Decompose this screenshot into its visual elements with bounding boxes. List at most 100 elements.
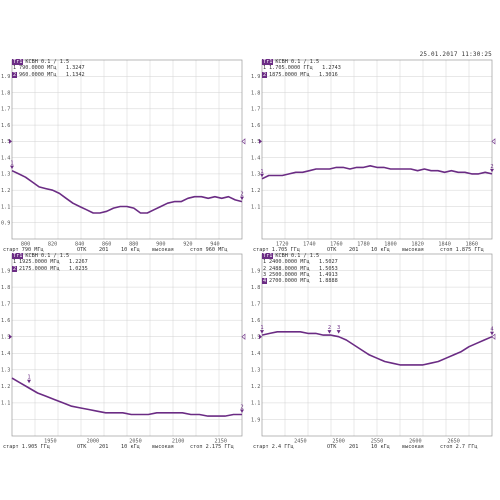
trace-tag[interactable]: Tr1	[262, 59, 274, 66]
y-tick-label: 1.2	[1, 384, 10, 390]
marker-value: 2488.0000 МГц 1.5053	[269, 265, 338, 272]
marker-id[interactable]: 1	[262, 259, 267, 266]
y-tick-label: 1.6	[1, 123, 10, 129]
panel-top-right[interactable]: 1.9 1.8 1.7 1.6 1.5 1.4 1.3 1.2 1.1 1720 1740 1760 1…	[250, 58, 500, 255]
trace-tag[interactable]: Tr1	[12, 253, 24, 260]
x-tick-label: 1820	[411, 242, 424, 248]
sweep-mode[interactable]: ОТК	[327, 444, 337, 450]
sweep-stop[interactable]: стоп 2.175 ГГц	[190, 444, 234, 450]
marker-id[interactable]: 2	[262, 265, 267, 272]
marker-icon[interactable]	[240, 196, 244, 201]
marker-icon[interactable]	[260, 330, 264, 334]
marker-id[interactable]: 1	[12, 259, 17, 266]
datetime-stamp: 25.01.2017 11:30:25	[419, 51, 492, 58]
plot-area[interactable]: 1.9 1.8 1.7 1.6 1.5 1.4 1.3 1.2 1.1 1950 2000 2050 2…	[0, 252, 250, 452]
sweep-points[interactable]: 201	[99, 444, 109, 450]
marker-value: 1875.0000 МГц 1.3016	[269, 71, 338, 78]
sweep-stop[interactable]: стоп 2.7 ГГц	[440, 444, 478, 450]
trace-tag[interactable]: Tr1	[12, 59, 24, 66]
trace-tag[interactable]: Tr1	[262, 253, 274, 260]
sweep-start[interactable]: старт 1.905 ГГц	[3, 444, 50, 450]
sweep-footer: старт 1.905 ГГц ОТК 201 10 кГц высокая стоп 2…	[0, 444, 250, 451]
marker-label: 2	[240, 192, 243, 198]
trace-header: Tr1 КСВН 0.1 / 1.5 1 1.705.0000 ГГц 1.2743 2…	[262, 59, 341, 78]
y-tick-label: 1.5	[1, 139, 10, 145]
marker-readout: 1 790.0000 МГц 1.3247	[12, 65, 85, 71]
plot-area[interactable]: 1.9 1.8 1.7 1.6 1.5 1.4 1.3 1.2 1.1 1720 1740 1760 1…	[250, 58, 500, 255]
panel-bottom-right[interactable]: 1.9 1.8 1.7 1.6 1.5 1.4 1.3 1.2 1.1 1.9 2450 2500 25…	[250, 252, 500, 452]
x-tick-label: 2550	[371, 439, 384, 445]
reference-left-icon[interactable]	[9, 138, 12, 144]
power-level[interactable]: высокая	[402, 444, 424, 450]
sweep-start[interactable]: старт 1.705 ГГц	[253, 247, 300, 253]
marker-id[interactable]: 2	[262, 71, 267, 78]
trace-header: Tr1 КСВН 0.1 / 1.5 1 790.0000 МГц 1.3247 2 96…	[12, 59, 85, 78]
marker-id[interactable]: 2	[12, 265, 17, 272]
sweep-stop[interactable]: стоп 960 МГц	[190, 247, 228, 253]
marker-icon[interactable]	[27, 379, 32, 384]
x-tick-label: 2450	[294, 439, 307, 445]
marker-id[interactable]: 2	[12, 71, 17, 78]
sweep-start[interactable]: старт 2.4 ГГц	[253, 444, 294, 450]
marker-label: 2	[240, 404, 243, 410]
panel-bottom-left[interactable]: 1.9 1.8 1.7 1.6 1.5 1.4 1.3 1.2 1.1 1950 2000 2050 2…	[0, 252, 250, 452]
marker-icon[interactable]	[260, 173, 264, 178]
reference-right-icon[interactable]	[491, 333, 496, 340]
if-bandwidth[interactable]: 10 кГц	[371, 247, 390, 253]
x-tick-label: 2000	[87, 439, 100, 445]
x-tick-label: 1760	[330, 242, 343, 248]
reference-left-icon[interactable]	[259, 334, 262, 340]
sweep-points[interactable]: 201	[99, 247, 109, 253]
marker-readout: 2 1875.0000 МГц 1.3016	[262, 71, 341, 78]
sweep-mode[interactable]: ОТК	[327, 247, 337, 253]
if-bandwidth[interactable]: 10 кГц	[121, 444, 140, 450]
trace-line[interactable]	[11, 169, 243, 214]
panel-top-left[interactable]: 1.9 1.8 1.7 1.6 1.5 1.4 1.3 1.2 1.1 0.9 800 820 840 8…	[0, 58, 250, 255]
y-tick-label: 1.3	[1, 172, 10, 178]
marker-id[interactable]: 1	[12, 65, 17, 72]
x-tick-label: 940	[210, 242, 219, 248]
reference-right-icon[interactable]	[241, 138, 246, 145]
marker-value: 1.705.0000 ГГц 1.2743	[269, 65, 341, 72]
marker-icon[interactable]	[327, 330, 332, 334]
y-tick-label: 1.5	[251, 335, 260, 341]
power-level[interactable]: высокая	[152, 247, 174, 253]
trace-format-label: КСВН 0.1 / 1.5	[25, 253, 70, 259]
marker-label: 2	[328, 325, 331, 331]
x-tick-label: 2500	[332, 439, 345, 445]
x-tick-label: 820	[48, 242, 57, 248]
sweep-points[interactable]: 201	[349, 247, 359, 253]
plot-area[interactable]: 1.9 1.8 1.7 1.6 1.5 1.4 1.3 1.2 1.1 1.9 2450 2500 25…	[250, 252, 500, 452]
marker-id[interactable]: 4	[262, 278, 267, 285]
y-tick-label: 1.2	[251, 384, 260, 390]
marker-icon[interactable]	[240, 409, 244, 413]
marker-readout: 2 2488.0000 МГц 1.5053	[262, 266, 338, 272]
marker-id[interactable]: 1	[262, 65, 267, 72]
reference-left-icon[interactable]	[9, 334, 12, 340]
reference-right-icon[interactable]	[241, 333, 246, 340]
reference-left-icon[interactable]	[259, 138, 262, 144]
trace-line[interactable]	[261, 165, 493, 180]
power-level[interactable]: высокая	[402, 247, 424, 253]
trace-title-line: Tr1 КСВН 0.1 / 1.5	[12, 59, 85, 66]
marker-icon[interactable]	[336, 330, 341, 334]
trace-line[interactable]	[11, 377, 242, 417]
sweep-stop[interactable]: стоп 1.875 ГГц	[440, 247, 484, 253]
trace-line[interactable]	[261, 331, 493, 366]
if-bandwidth[interactable]: 10 кГц	[121, 247, 140, 253]
marker-icon[interactable]	[490, 168, 494, 173]
if-bandwidth[interactable]: 10 кГц	[371, 444, 390, 450]
sweep-mode[interactable]: ОТК	[77, 444, 87, 450]
sweep-points[interactable]: 201	[349, 444, 359, 450]
sweep-mode[interactable]: ОТК	[77, 247, 87, 253]
marker-id[interactable]: 3	[262, 271, 267, 278]
power-level[interactable]: высокая	[152, 444, 174, 450]
sweep-footer: старт 1.705 ГГц ОТК 201 10 кГц высокая стоп 1…	[250, 247, 500, 254]
y-tick-label: 1.3	[251, 368, 260, 374]
reference-right-icon[interactable]	[491, 138, 496, 145]
y-tick-label: 1.9	[1, 74, 10, 80]
marker-icon[interactable]	[10, 165, 14, 170]
sweep-start[interactable]: старт 790 МГц	[3, 247, 44, 253]
marker-icon[interactable]	[490, 331, 494, 336]
plot-area[interactable]: 1.9 1.8 1.7 1.6 1.5 1.4 1.3 1.2 1.1 0.9 800 820 840 8…	[0, 58, 250, 255]
